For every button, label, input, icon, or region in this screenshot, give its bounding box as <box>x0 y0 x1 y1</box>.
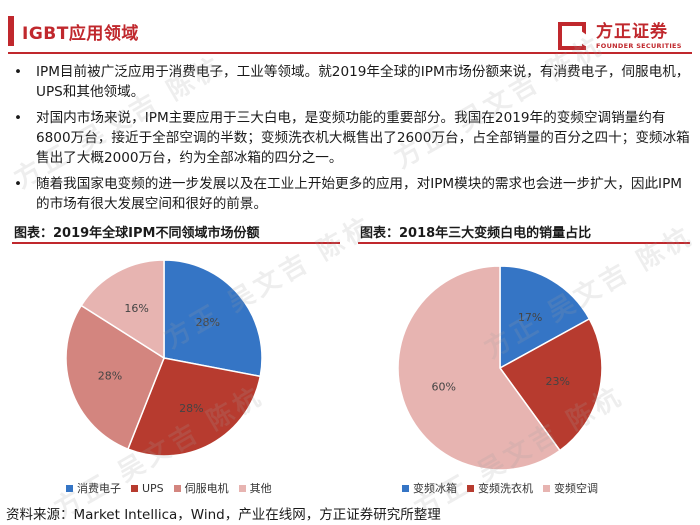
pie-chart-white-goods: 17% 23% 60% <box>397 265 603 471</box>
bullet-marker: • <box>14 110 23 126</box>
legend-global-ipm: 消费电子 UPS 伺服电机 其他 <box>66 480 282 496</box>
pie-slice-3 <box>397 265 562 471</box>
legend-label: 变频冰箱 <box>413 482 457 495</box>
legend-white-goods: 变频冰箱 变频洗衣机 变频空调 <box>402 480 608 496</box>
legend-swatch <box>66 484 73 492</box>
pie-slice-4 <box>80 259 165 360</box>
legend-label: 伺服电机 <box>184 482 229 495</box>
bullet-list: • IPM目前被广泛应用于消费电子，工业等领域。就2019年全球的IPM市场份额… <box>14 62 690 220</box>
pie-data-label: 28% <box>179 402 203 415</box>
legend-label: 消费电子 <box>77 482 121 495</box>
legend-swatch <box>131 484 138 492</box>
source-note: 资料来源：Market Intellica，Wind，产业在线网，方正证券研究所… <box>6 507 441 523</box>
chart-title-white-goods: 图表：2018年三大变频白电的销量占比 <box>360 226 592 241</box>
logo-mark-icon <box>558 22 592 50</box>
founder-securities-logo: 方正证券 FOUNDER SECURITIES <box>558 22 682 50</box>
legend-swatch <box>402 484 409 492</box>
pie-data-label: 23% <box>546 375 570 388</box>
legend-label: UPS <box>142 481 164 495</box>
logo-name-cn: 方正证券 <box>596 22 668 42</box>
bullet-marker: • <box>14 176 23 192</box>
pie-chart-global-ipm: 28% 28% 28% 16% <box>65 259 263 457</box>
pie-slice-1 <box>163 259 263 378</box>
slide-title: IGBT应用领域 <box>22 23 139 44</box>
title-accent-bar <box>8 16 14 46</box>
bullet-item: • 对国内市场来说，IPM主要应用于三大白电，是变频功能的重要部分。我国在201… <box>14 108 690 168</box>
pie-slice-3 <box>65 304 165 451</box>
chart-title-global-ipm: 图表：2019年全球IPM不同领域市场份额 <box>14 226 260 241</box>
legend-item: 变频冰箱 <box>402 480 457 496</box>
chart-title-rule <box>358 242 690 244</box>
pie-slice-2 <box>126 357 262 457</box>
legend-item: 伺服电机 <box>173 480 229 496</box>
pie-data-label: 16% <box>124 302 148 315</box>
legend-swatch <box>467 484 474 492</box>
legend-item: UPS <box>131 482 164 495</box>
pie-data-label: 28% <box>98 370 122 383</box>
legend-item: 变频空调 <box>543 480 598 496</box>
bullet-marker: • <box>14 64 23 80</box>
bullet-text: IPM目前被广泛应用于消费电子，工业等领域。就2019年全球的IPM市场份额来说… <box>36 64 690 100</box>
legend-label: 变频空调 <box>554 482 598 495</box>
pie-data-label: 28% <box>196 316 220 329</box>
legend-label: 变频洗衣机 <box>478 482 533 495</box>
bullet-text: 随着我国家电变频的进一步发展以及在工业上开始更多的应用，对IPM模块的需求也会进… <box>36 176 682 212</box>
pie-slice-2 <box>498 317 603 452</box>
chart-title-rule <box>12 242 340 244</box>
legend-item: 其他 <box>238 480 272 496</box>
logo-name-en: FOUNDER SECURITIES <box>596 42 682 50</box>
legend-item: 消费电子 <box>66 480 121 496</box>
slide-header: IGBT应用领域 <box>8 16 139 46</box>
bullet-item: • IPM目前被广泛应用于消费电子，工业等领域。就2019年全球的IPM市场份额… <box>14 62 690 102</box>
legend-label: 其他 <box>249 482 272 495</box>
legend-item: 变频洗衣机 <box>467 480 533 496</box>
pie-slice-1 <box>499 265 591 370</box>
pie-data-label: 60% <box>432 380 456 393</box>
bullet-item: • 随着我国家电变频的进一步发展以及在工业上开始更多的应用，对IPM模块的需求也… <box>14 174 690 214</box>
legend-swatch <box>238 484 246 492</box>
legend-swatch <box>543 484 550 492</box>
pie-data-label: 17% <box>518 311 542 324</box>
bullet-text: 对国内市场来说，IPM主要应用于三大白电，是变频功能的重要部分。我国在2019年… <box>36 110 690 166</box>
legend-swatch <box>173 484 181 492</box>
title-divider <box>8 52 692 54</box>
